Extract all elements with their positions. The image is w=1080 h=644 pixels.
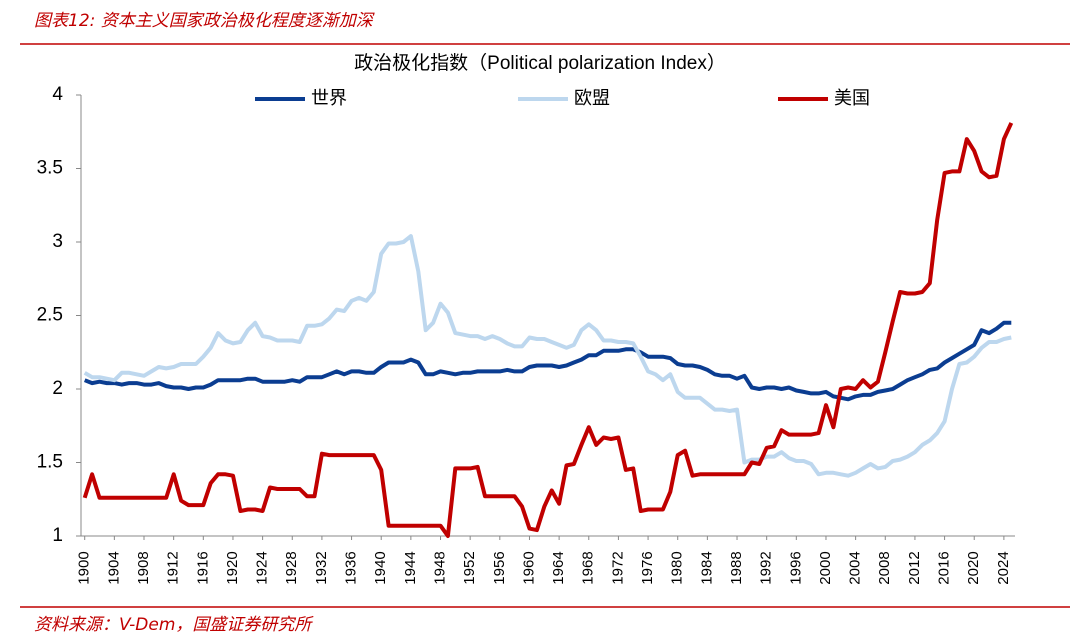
x-tick-label: 1976 [639, 551, 656, 584]
series-line [82, 122, 1014, 538]
series-line [83, 234, 1012, 478]
x-tick-label: 1904 [105, 551, 122, 584]
x-tick-label: 2008 [876, 551, 893, 584]
y-tick-label: 4 [52, 84, 63, 105]
x-tick-label: 1936 [343, 551, 360, 584]
x-tick-label: 2004 [847, 551, 864, 584]
series-line [83, 320, 1012, 402]
legend-label: 美国 [834, 88, 870, 108]
legend-label: 欧盟 [574, 88, 610, 108]
legend-label: 世界 [311, 88, 347, 108]
x-tick-label: 1900 [76, 551, 93, 584]
x-tick-label: 1992 [758, 551, 775, 584]
x-tick-label: 2016 [936, 551, 953, 584]
x-tick-label: 1996 [787, 551, 804, 584]
x-tick-label: 1964 [550, 551, 567, 584]
x-tick-label: 2024 [995, 551, 1012, 584]
x-tick-label: 1952 [461, 551, 478, 584]
chart-title: 政治极化指数（Political polarization Index） [354, 52, 726, 74]
x-tick-label: 1916 [194, 551, 211, 584]
x-tick-label: 1924 [254, 551, 271, 584]
header-title: 图表12: 资本主义国家政治极化程度逐渐加深 [34, 11, 375, 31]
x-tick-label: 1932 [313, 551, 330, 584]
y-tick-label: 3 [52, 231, 63, 252]
y-tick-label: 2 [52, 378, 63, 399]
x-tick-label: 1956 [491, 551, 508, 584]
x-tick-label: 1972 [609, 551, 626, 584]
x-tick-label: 1948 [431, 551, 448, 584]
y-tick-label: 1.5 [37, 452, 63, 473]
x-tick-label: 1988 [728, 551, 745, 584]
y-tick-label: 1 [52, 525, 63, 546]
y-tick-label: 2.5 [37, 305, 63, 326]
x-tick-label: 2020 [965, 551, 982, 584]
footer-source: 资料来源：V-Dem，国盛证券研究所 [34, 615, 314, 635]
x-tick-label: 1940 [372, 551, 389, 584]
x-tick-label: 2000 [817, 551, 834, 584]
x-tick-label: 1912 [165, 551, 182, 584]
x-tick-label: 1960 [520, 551, 537, 584]
x-tick-label: 2012 [906, 551, 923, 584]
y-tick-label: 3.5 [37, 158, 63, 179]
x-tick-label: 1920 [224, 551, 241, 584]
x-tick-label: 1968 [580, 551, 597, 584]
x-tick-label: 1984 [698, 551, 715, 584]
x-tick-label: 1928 [283, 551, 300, 584]
x-tick-label: 1944 [402, 551, 419, 584]
x-tick-label: 1980 [669, 551, 686, 584]
x-tick-label: 1908 [135, 551, 152, 584]
